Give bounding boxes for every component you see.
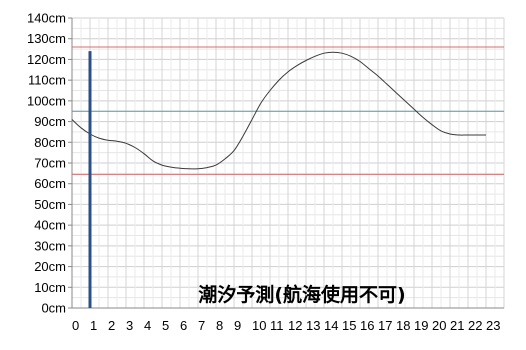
- x-tick-label: 7: [198, 318, 205, 333]
- x-tick-label: 20: [432, 318, 446, 333]
- y-tick-label: 30cm: [34, 238, 66, 253]
- y-tick-label: 70cm: [34, 156, 66, 171]
- y-tick-label: 130cm: [27, 31, 66, 46]
- y-tick-label: 50cm: [34, 197, 66, 212]
- y-tick-label: 110cm: [28, 73, 66, 88]
- tide-line: [71, 51, 486, 170]
- axes: [68, 17, 504, 309]
- x-tick-label: 2: [108, 318, 115, 333]
- y-tick-label: 140cm: [27, 11, 66, 26]
- chart-title: 潮汐予測(航海使用不可): [198, 283, 405, 306]
- x-tick-label: 23: [486, 318, 500, 333]
- y-tick-label: 100cm: [27, 93, 66, 108]
- x-tick-label: 22: [468, 318, 482, 333]
- y-tick-label: 20cm: [34, 259, 66, 274]
- y-axis-tick-labels: 0cm 10cm 20cm 30cm 40cm 50cm 60cm 70cm 80cm 90cm 1…: [27, 11, 66, 316]
- y-tick-label: 90cm: [34, 114, 66, 129]
- y-tick-label: 60cm: [34, 176, 66, 191]
- x-tick-label: 15: [342, 318, 356, 333]
- x-tick-label: 3: [126, 318, 133, 333]
- x-axis-tick-labels: 0 1 2 3 4 5 6 7 8 9 10 11 12 13 14 15 16 17 18 19 20 21 22 23: [72, 318, 500, 333]
- x-tick-label: 17: [378, 318, 392, 333]
- x-tick-label: 13: [306, 318, 320, 333]
- x-tick-label: 8: [216, 318, 223, 333]
- x-tick-label: 21: [450, 318, 464, 333]
- y-tick-label: 0cm: [41, 301, 66, 316]
- x-tick-label: 16: [360, 318, 374, 333]
- x-tick-label: 0: [72, 318, 79, 333]
- y-tick-label: 40cm: [34, 218, 66, 233]
- x-tick-label: 10: [252, 318, 266, 333]
- x-tick-label: 5: [162, 318, 169, 333]
- x-tick-label: 14: [324, 318, 338, 333]
- x-tick-label: 4: [144, 318, 151, 333]
- x-tick-label: 12: [288, 318, 302, 333]
- x-tick-label: 6: [180, 318, 187, 333]
- y-tick-label: 120cm: [27, 52, 66, 67]
- x-tick-label: 9: [234, 318, 241, 333]
- y-tick-label: 80cm: [34, 135, 66, 150]
- y-tick-label: 10cm: [34, 280, 66, 295]
- x-tick-label: 19: [414, 318, 428, 333]
- x-tick-label: 11: [270, 318, 284, 333]
- reference-lines: [72, 46, 504, 175]
- series-group: [71, 51, 486, 170]
- x-tick-label: 18: [396, 318, 410, 333]
- x-tick-label: 1: [90, 318, 97, 333]
